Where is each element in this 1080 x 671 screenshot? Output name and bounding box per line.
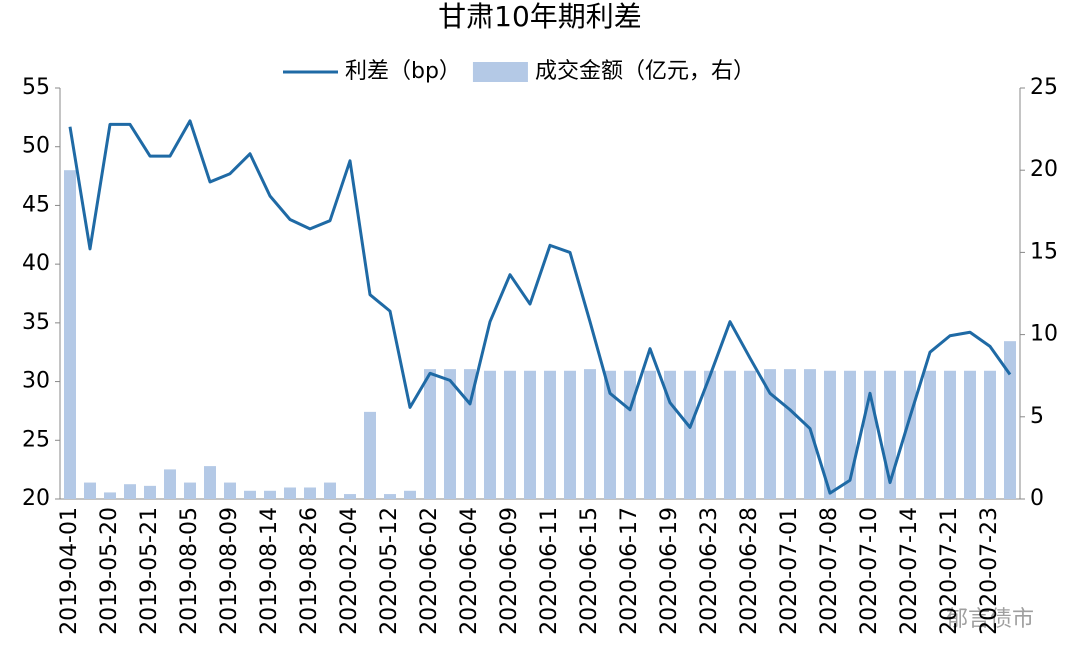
y2-tick-label: 25 (1030, 75, 1058, 100)
x-tick-label: 2019-05-20 (97, 507, 122, 635)
bar (484, 370, 496, 499)
bar (144, 485, 156, 499)
bar (384, 494, 396, 499)
bar (64, 170, 76, 499)
y-tick-label: 55 (22, 75, 50, 100)
legend-swatch (472, 62, 528, 82)
bar (304, 487, 316, 499)
y2-tick-label: 15 (1030, 239, 1058, 264)
bar (984, 370, 996, 499)
x-tick-label: 2020-06-11 (537, 507, 562, 635)
bar (524, 370, 536, 499)
bar (264, 490, 276, 499)
bar (924, 370, 936, 499)
bar (644, 370, 656, 499)
y2-tick-label: 20 (1030, 157, 1058, 182)
bar (504, 370, 516, 499)
bar (444, 369, 456, 499)
bar (164, 469, 176, 499)
y-tick-label: 30 (22, 369, 50, 394)
x-tick-label: 2020-06-09 (497, 507, 522, 635)
x-tick-label: 2020-07-23 (977, 507, 1002, 635)
legend-label: 利差（bp） (345, 59, 461, 84)
bar (1004, 341, 1016, 499)
x-tick-label: 2019-08-09 (217, 507, 242, 635)
bar (104, 492, 116, 499)
legend-label: 成交金额（亿元，右） (535, 59, 755, 84)
bar (404, 490, 416, 499)
x-tick-label: 2020-06-02 (417, 507, 442, 635)
bar (224, 482, 236, 499)
y-tick-label: 25 (22, 427, 50, 452)
bar (964, 370, 976, 499)
bar (784, 369, 796, 499)
bar (424, 369, 436, 499)
line (68, 119, 1012, 495)
bar (584, 369, 596, 499)
bar (344, 494, 356, 499)
bar (544, 370, 556, 499)
x-tick-label: 2020-07-08 (817, 507, 842, 635)
bar (864, 370, 876, 499)
bar (364, 411, 376, 499)
bar (664, 370, 676, 499)
x-tick-label: 2020-07-01 (777, 507, 802, 635)
bar (604, 370, 616, 499)
bar (944, 370, 956, 499)
x-tick-label: 2019-08-26 (297, 507, 322, 635)
bar (204, 466, 216, 499)
y2-tick-label: 10 (1030, 322, 1058, 347)
bar (744, 370, 756, 499)
bar (724, 370, 736, 499)
x-tick-label: 2020-06-15 (577, 507, 602, 635)
x-tick-label: 2019-04-01 (57, 507, 82, 635)
bar (704, 370, 716, 499)
watermark: 郁言债市 (946, 607, 1034, 632)
x-tick-label: 2020-07-10 (857, 507, 882, 635)
x-tick-label: 2020-07-14 (897, 507, 922, 635)
bar (804, 369, 816, 499)
bar (244, 490, 256, 499)
y-tick-label: 35 (22, 310, 50, 335)
bar (684, 370, 696, 499)
bar (284, 487, 296, 499)
x-tick-label: 2019-05-21 (137, 507, 162, 635)
y-tick-label: 45 (22, 192, 50, 217)
x-tick-label: 2019-08-05 (177, 507, 202, 635)
bar (764, 369, 776, 499)
x-tick-label: 2020-07-21 (937, 507, 962, 635)
x-tick-label: 2019-08-14 (257, 507, 282, 635)
bar (124, 484, 136, 499)
x-tick-label: 2020-06-19 (657, 507, 682, 635)
y-tick-label: 20 (22, 486, 50, 511)
x-tick-label: 2020-06-28 (737, 507, 762, 635)
bar (564, 370, 576, 499)
bar (324, 482, 336, 499)
bar (184, 482, 196, 499)
x-tick-label: 2020-05-12 (377, 507, 402, 635)
y-tick-label: 50 (22, 134, 50, 159)
bar (84, 482, 96, 499)
y2-tick-label: 0 (1030, 486, 1044, 511)
x-tick-label: 2020-02-04 (337, 507, 362, 635)
x-tick-label: 2020-06-04 (457, 507, 482, 635)
chart-title: 甘肃10年期利差 (438, 0, 642, 33)
y-tick-label: 40 (22, 251, 50, 276)
bar (624, 370, 636, 499)
x-tick-label: 2020-06-23 (697, 507, 722, 635)
bar (824, 370, 836, 499)
x-tick-label: 2020-06-17 (617, 507, 642, 635)
y2-tick-label: 5 (1030, 404, 1044, 429)
